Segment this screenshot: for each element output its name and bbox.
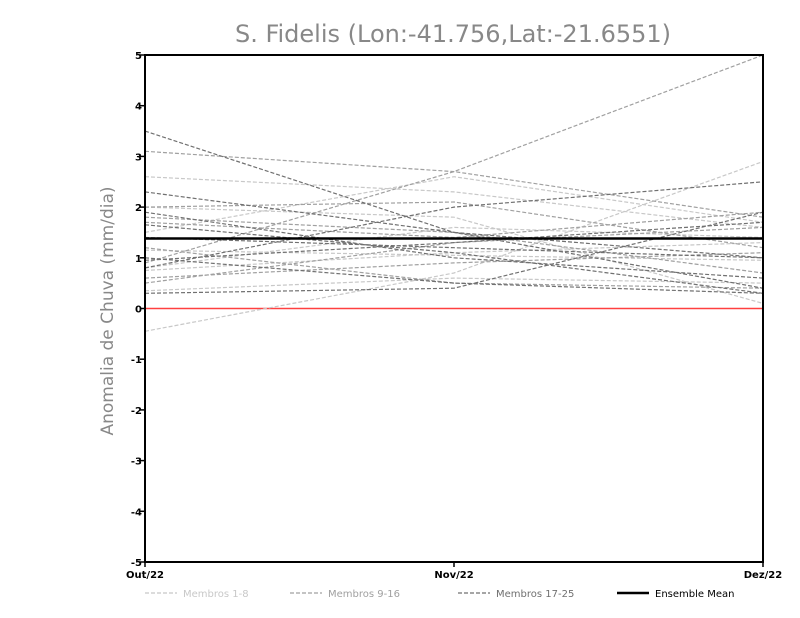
y-tick-label: -5 <box>131 558 142 569</box>
member-line-group3-3 <box>144 211 764 279</box>
member-line-group1-6 <box>144 277 764 292</box>
y-tick-label: 5 <box>135 51 142 62</box>
axis-layer: -5 -4 -3 -2 -1 0 1 2 3 4 5 Out/22 Nov/22 Dez/22 <box>126 51 782 581</box>
y-tick-label: 2 <box>135 203 142 214</box>
member-line-group1-5 <box>144 206 764 304</box>
legend-label: Membros 9-16 <box>328 589 400 600</box>
y-tick-label: -1 <box>131 355 142 366</box>
member-line-group3-2 <box>144 191 764 259</box>
chart-title: S. Fidelis (Lon:-41.756,Lat:-21.6551) <box>235 20 671 48</box>
y-tick-label: -4 <box>131 507 142 518</box>
y-tick-label: -2 <box>131 406 142 417</box>
member-line-group1-1 <box>144 160 764 332</box>
member-line-group2-2 <box>144 150 764 218</box>
x-tick-label: Nov/22 <box>434 570 473 581</box>
y-tick-label: 4 <box>135 102 142 113</box>
series-layer <box>144 54 764 332</box>
legend-label: Membros 17-25 <box>496 589 574 600</box>
member-line-group3-4 <box>144 224 764 294</box>
member-line-group3-5 <box>144 221 764 261</box>
member-line-group3-9 <box>144 236 764 259</box>
y-tick-label: -3 <box>131 457 142 468</box>
member-line-group1-2 <box>144 176 764 228</box>
legend-label: Ensemble Mean <box>655 589 734 600</box>
member-line-group2-7 <box>144 226 764 284</box>
member-line-group3-1 <box>144 130 764 289</box>
member-line-group3-7 <box>144 181 764 269</box>
member-line-group2-4 <box>144 252 764 279</box>
member-line-group1-3 <box>144 176 764 233</box>
y-tick-label: 3 <box>135 152 142 163</box>
member-line-group3-8 <box>144 211 764 294</box>
x-tick-label: Out/22 <box>126 570 164 581</box>
legend: Membros 1-8 Membros 9-16 Membros 17-25 Ense… <box>145 589 734 600</box>
y-axis-label: Anomalia de Chuva (mm/dia) <box>98 186 118 435</box>
y-tick-label: 1 <box>135 254 142 265</box>
member-line-group2-1 <box>144 54 764 264</box>
x-tick-label: Dez/22 <box>744 570 783 581</box>
member-line-group2-6 <box>144 247 764 289</box>
member-line-group3-6 <box>144 257 764 294</box>
member-line-group1-8 <box>144 249 764 261</box>
legend-label: Membros 1-8 <box>183 589 249 600</box>
y-tick-label: 0 <box>135 305 142 316</box>
member-line-group1-4 <box>144 242 764 272</box>
